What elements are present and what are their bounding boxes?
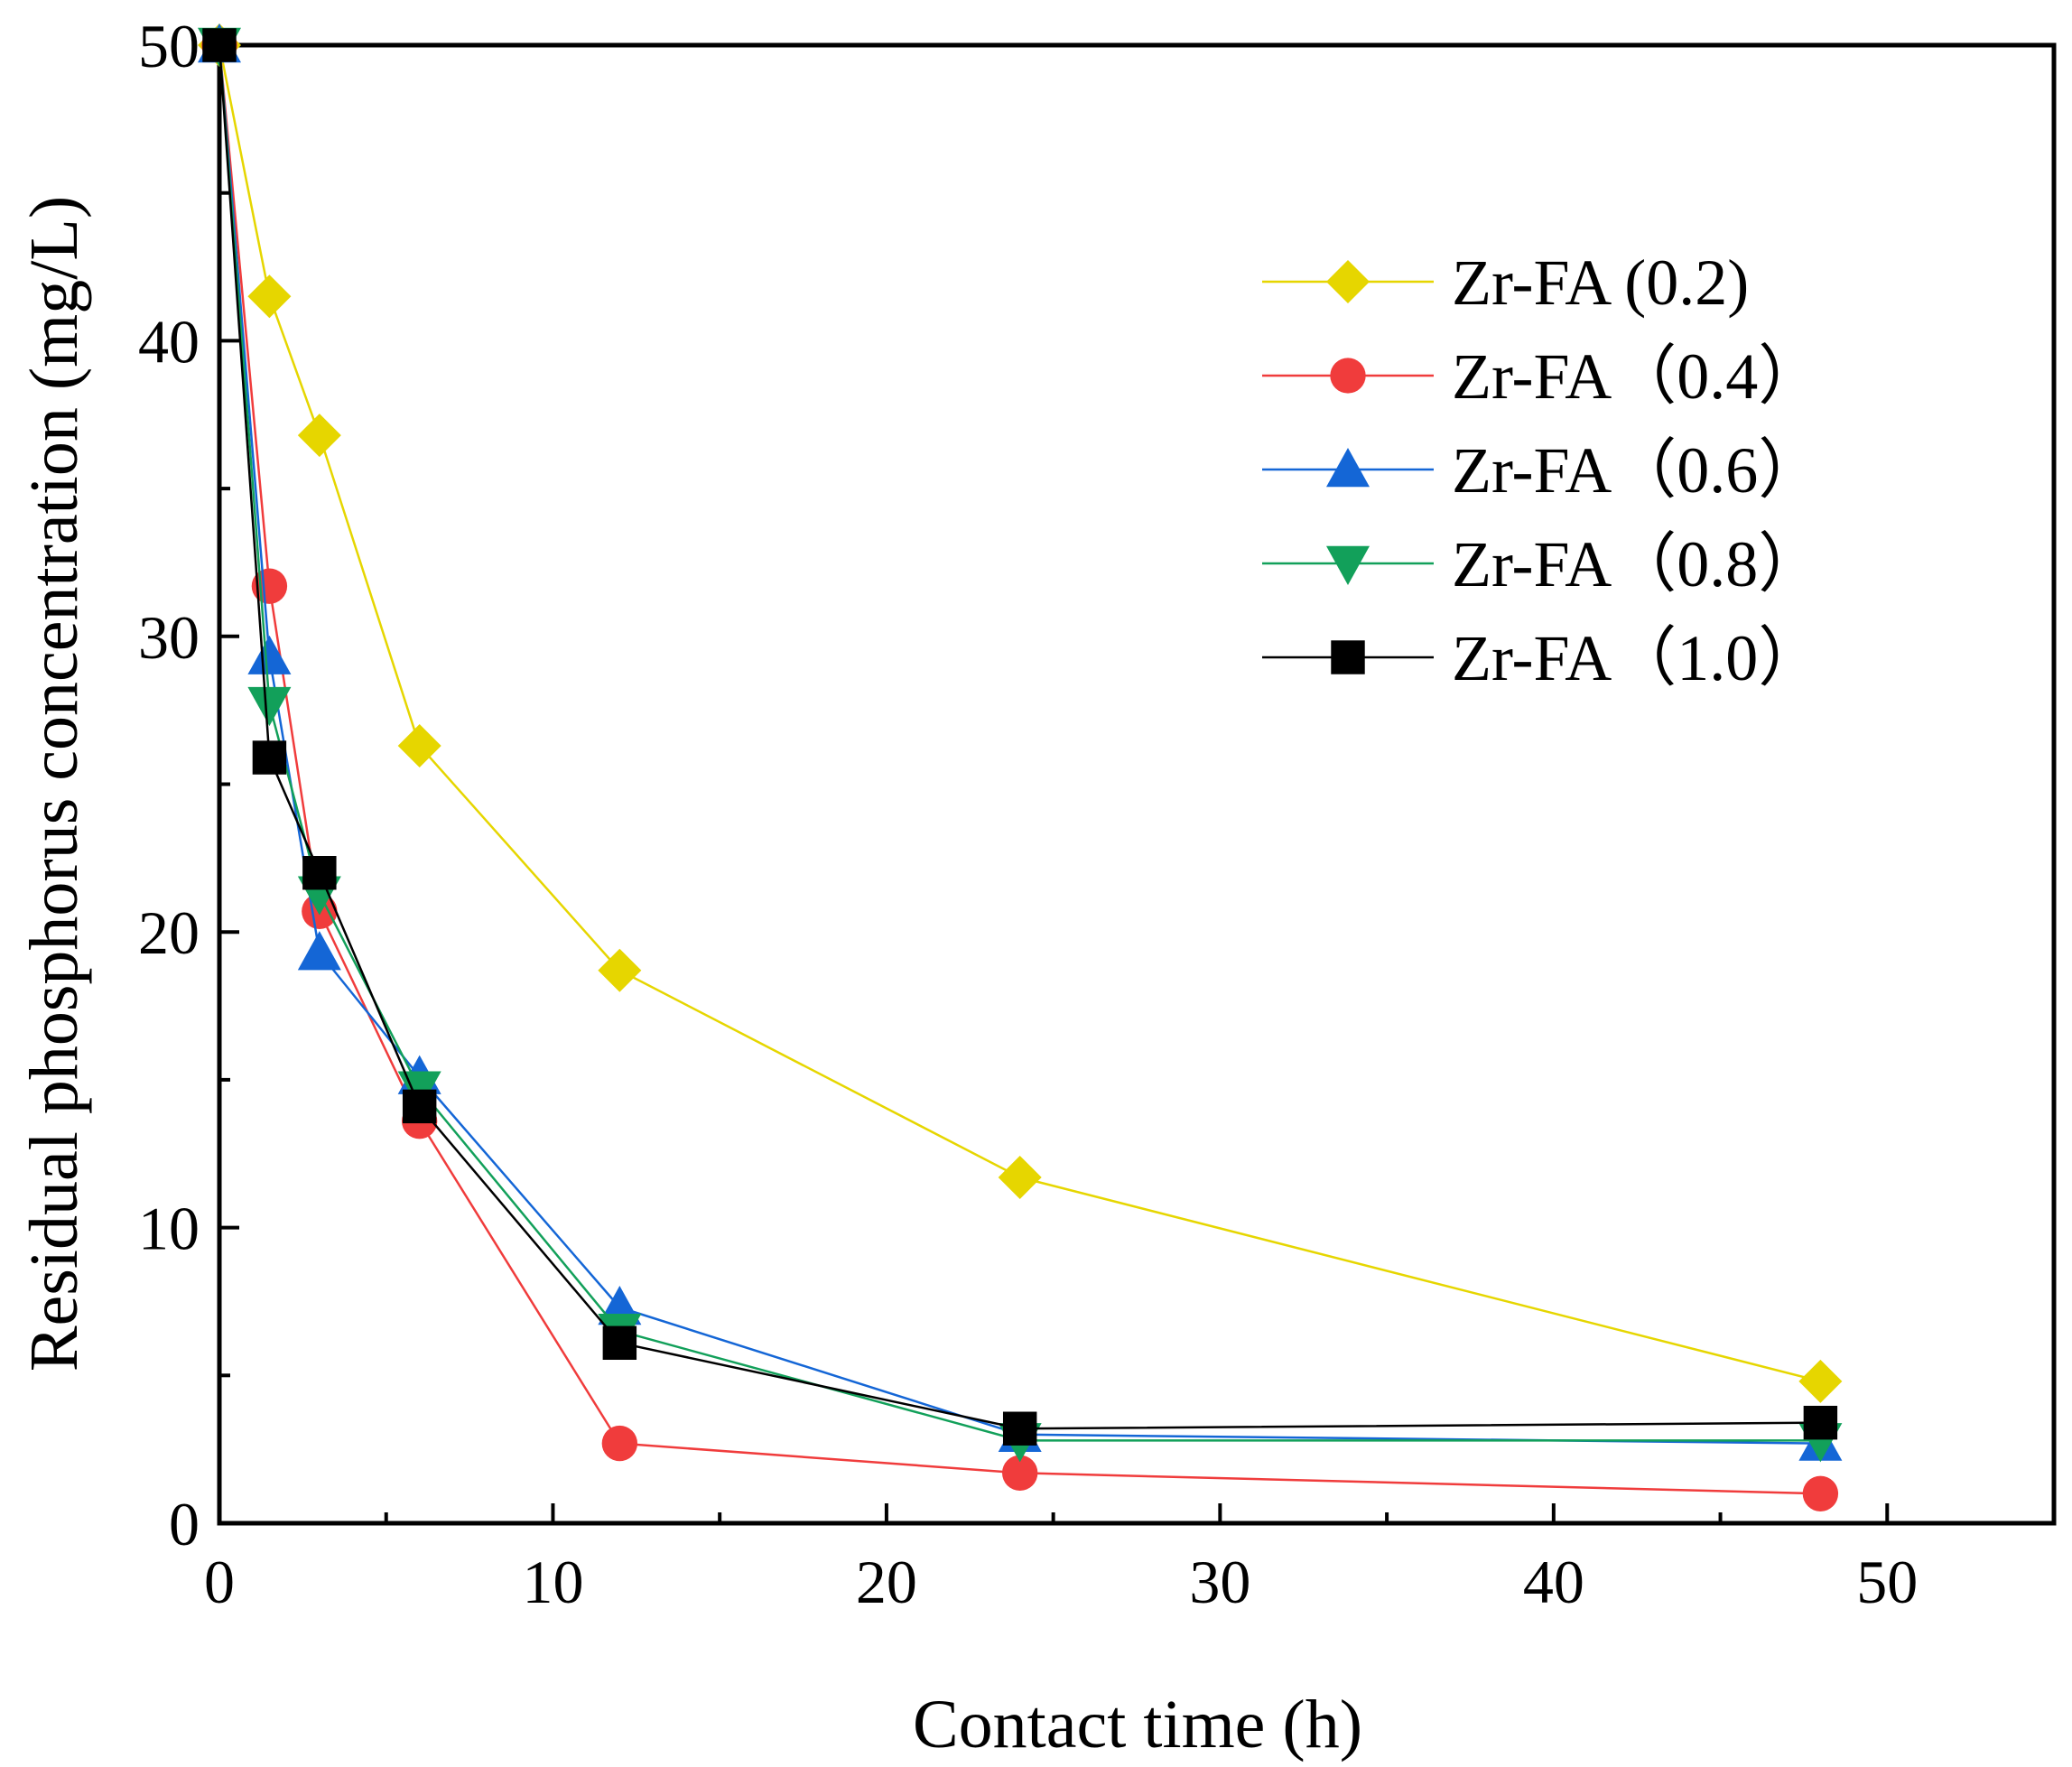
legend-item: Zr-FA（0.8） <box>1262 528 1823 600</box>
legend: Zr-FA (0.2) Zr-FA（0.4） Zr-FA（0.6） Zr-FA（0.8… <box>1262 246 1823 694</box>
data-point <box>297 931 341 971</box>
legend-label: Zr-FA (0.2) <box>1452 246 1749 319</box>
series-layer <box>198 23 1843 1511</box>
legend-label: Zr-FA（0.6） <box>1452 434 1823 507</box>
data-point <box>998 1155 1042 1199</box>
data-point <box>247 635 292 674</box>
y-tick-label: 30 <box>138 603 200 672</box>
legend-marker <box>1326 545 1370 585</box>
data-point <box>252 740 287 775</box>
data-point <box>602 1325 637 1361</box>
legend-marker <box>1330 358 1366 394</box>
legend-item: Zr-FA（1.0） <box>1262 622 1823 694</box>
legend-label: Zr-FA（1.0） <box>1452 622 1823 694</box>
data-point <box>601 1425 638 1462</box>
data-point <box>1802 1475 1839 1511</box>
data-point <box>247 686 292 727</box>
axis-ticks: 0 10 20 30 40 50 0 10 20 30 40 50 <box>138 12 1918 1616</box>
data-point <box>598 948 642 992</box>
data-point <box>247 274 292 319</box>
series-1 <box>198 23 1843 1403</box>
x-axis-title: Contact time (h) <box>913 1687 1362 1762</box>
data-point <box>202 28 237 62</box>
series-4 <box>198 27 1843 1463</box>
data-point <box>1002 1455 1038 1492</box>
y-axis-title: Residual phosphorus concentration (mg/L) <box>16 196 92 1372</box>
legend-marker <box>1331 640 1365 674</box>
legend-item: Zr-FA (0.2) <box>1262 246 1749 319</box>
series-5 <box>202 28 1838 1446</box>
data-point <box>402 1089 437 1124</box>
legend-label: Zr-FA（0.4） <box>1452 340 1823 413</box>
data-point <box>1803 1405 1838 1440</box>
y-tick-label: 10 <box>138 1195 200 1263</box>
legend-marker <box>1326 260 1370 303</box>
y-tick-label: 50 <box>138 12 200 80</box>
x-tick-label: 0 <box>204 1548 235 1616</box>
series-3 <box>198 23 1843 1461</box>
plot-frame <box>217 42 2057 1526</box>
y-tick-label: 20 <box>138 898 200 967</box>
legend-item: Zr-FA（0.4） <box>1262 340 1823 413</box>
data-point <box>397 723 441 767</box>
data-point <box>302 856 337 890</box>
data-point <box>1798 1359 1843 1403</box>
legend-label: Zr-FA（0.8） <box>1452 528 1823 600</box>
x-tick-label: 10 <box>522 1548 583 1616</box>
legend-marker <box>1326 448 1370 488</box>
y-tick-label: 0 <box>169 1490 200 1558</box>
x-tick-label: 20 <box>856 1548 917 1616</box>
legend-item: Zr-FA（0.6） <box>1262 434 1823 507</box>
y-tick-label: 40 <box>138 307 200 376</box>
data-point <box>297 414 341 458</box>
x-tick-label: 40 <box>1523 1548 1584 1616</box>
x-tick-label: 30 <box>1189 1548 1250 1616</box>
x-tick-label: 50 <box>1856 1548 1918 1616</box>
data-point <box>1002 1411 1037 1446</box>
